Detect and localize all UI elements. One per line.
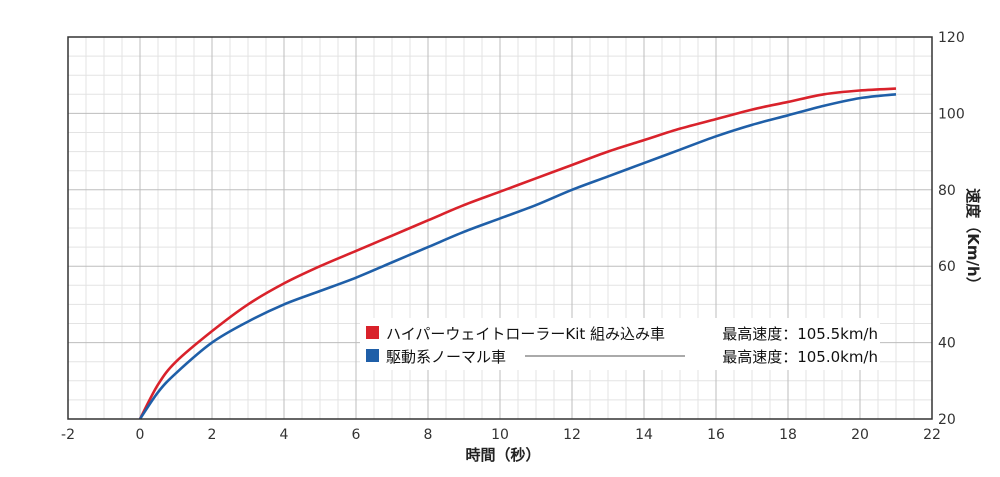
series-line-2 xyxy=(138,93,897,420)
x-tick-label: 10 xyxy=(491,427,509,443)
y-tick-label: 120 xyxy=(938,30,965,46)
x-tick-label: 2 xyxy=(208,427,217,443)
x-tick-label: 18 xyxy=(779,427,797,443)
x-tick-label: -2 xyxy=(61,427,75,443)
x-axis-title: 時間（秒） xyxy=(465,446,540,464)
legend: ハイパーウェイトローラーKit 組み込み車 最高速度：105.5km/h 駆動系… xyxy=(360,318,880,370)
legend-swatch-2 xyxy=(366,349,379,362)
x-axis-ticks: -2 0 2 4 6 8 10 12 14 16 18 20 22 xyxy=(61,427,941,443)
plot-frame xyxy=(67,36,933,420)
y-tick-label: 60 xyxy=(938,259,956,275)
legend-label-1: ハイパーウェイトローラーKit 組み込み車 xyxy=(386,325,665,343)
x-tick-label: 22 xyxy=(923,427,941,443)
legend-max-speed-1: 最高速度：105.5km/h xyxy=(722,325,878,343)
y-tick-label: 20 xyxy=(938,412,956,428)
y-axis-title: 速度（Km/h） xyxy=(964,188,982,291)
legend-swatch-1 xyxy=(366,326,379,339)
y-tick-label: 100 xyxy=(938,106,965,122)
x-tick-label: 20 xyxy=(851,427,869,443)
legend-label-2: 駆動系ノーマル車 xyxy=(386,348,506,366)
x-tick-label: 8 xyxy=(424,427,433,443)
series-line-1 xyxy=(138,87,897,420)
y-tick-label: 80 xyxy=(938,183,956,199)
y-tick-label: 40 xyxy=(938,336,956,352)
y-axis-ticks: 20 40 60 80 100 120 xyxy=(938,30,965,428)
x-tick-label: 4 xyxy=(280,427,289,443)
x-tick-label: 14 xyxy=(635,427,653,443)
series-layer xyxy=(138,87,897,420)
x-tick-label: 6 xyxy=(352,427,361,443)
x-tick-label: 12 xyxy=(563,427,581,443)
legend-background xyxy=(360,318,880,370)
x-tick-label: 0 xyxy=(136,427,145,443)
legend-max-speed-2: 最高速度：105.0km/h xyxy=(722,348,878,366)
x-tick-label: 16 xyxy=(707,427,725,443)
